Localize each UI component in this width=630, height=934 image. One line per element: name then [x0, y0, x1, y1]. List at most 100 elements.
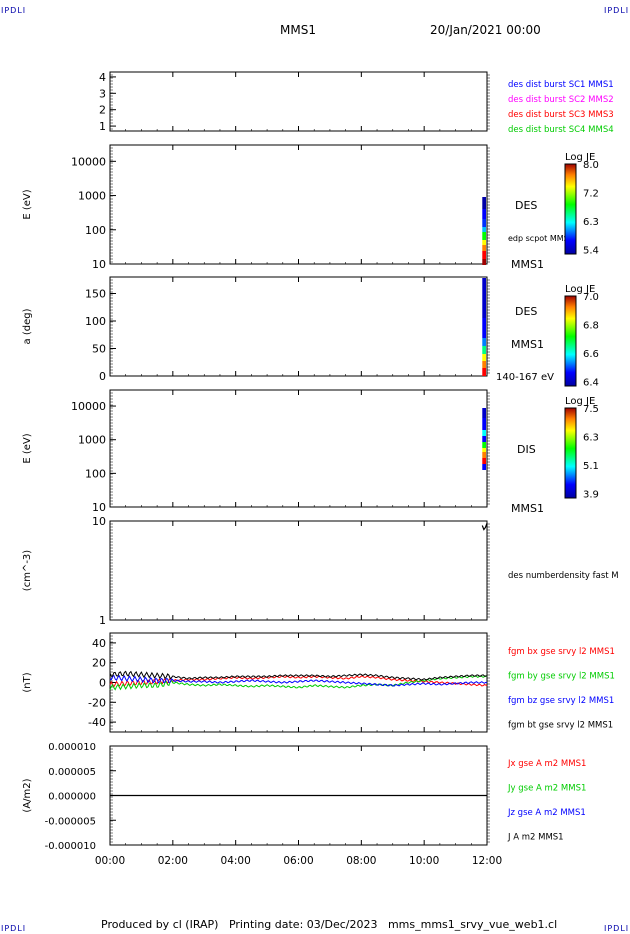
- y-tick-label: 1: [99, 614, 106, 627]
- current-legend-entry: Jz gse A m2 MMS1: [507, 808, 586, 818]
- burst-legend-entry: des dist burst SC2 MMS2: [508, 95, 614, 105]
- y-axis-label: a (deg): [22, 308, 33, 344]
- panel-frame-0: [109, 71, 488, 132]
- y-tick-label: 10: [92, 258, 106, 271]
- bfield-series-line: [109, 670, 488, 681]
- y-tick-label: 1: [99, 120, 106, 133]
- bfield-series-line: [109, 675, 488, 691]
- corner-mark-tr: IPDLI: [604, 6, 630, 15]
- colorbar-tick-label: 6.8: [583, 321, 599, 332]
- side-label: DES: [515, 199, 537, 212]
- dis-energy-strip: [482, 464, 486, 470]
- y-tick-label: -20: [88, 696, 106, 709]
- panel-frame-3: [109, 389, 488, 508]
- colorbar-tick-label: 6.6: [583, 349, 599, 360]
- x-tick-label: 06:00: [283, 855, 313, 867]
- des-pitch-strip: [482, 368, 486, 376]
- footer-text: Produced by cl (IRAP) Printing date: 03/…: [101, 918, 558, 931]
- colorbar-tick-label: 7.0: [583, 292, 599, 303]
- colorbar-tick-label: 6.4: [583, 378, 599, 389]
- y-axis-label: (A/m2): [22, 778, 33, 812]
- y-tick-label: -0.000005: [45, 816, 96, 827]
- y-tick-label: 1000: [78, 434, 106, 447]
- bfield-series-line: [109, 674, 488, 687]
- burst-legend-entry: des dist burst SC4 MMS4: [508, 125, 614, 135]
- dis-energy-strip: [482, 418, 486, 430]
- current-legend-entry: J A m2 MMS1: [507, 833, 564, 843]
- y-tick-label: 3: [99, 87, 106, 100]
- colorbar-title: Log JE: [565, 396, 595, 407]
- bfield-legend-entry: fgm bt gse srvy l2 MMS1: [508, 721, 613, 731]
- y-tick-label: 20: [92, 657, 106, 670]
- x-tick-label: 04:00: [221, 855, 251, 867]
- y-tick-label: 10000: [71, 155, 106, 168]
- bfield-series-line: [109, 675, 488, 688]
- current-legend-entry: Jx gse A m2 MMS1: [507, 759, 586, 769]
- y-tick-label: 100: [85, 467, 106, 480]
- des-pitch-strip: [482, 361, 486, 368]
- dis-energy-strip: [482, 436, 486, 442]
- x-tick-label: 00:00: [95, 855, 125, 867]
- colorbar-des-pitch: [564, 295, 577, 387]
- panel-frame-2: [109, 276, 488, 377]
- colorbar-title: Log JE: [565, 284, 595, 295]
- dis-energy-strip: [482, 430, 486, 436]
- side-label: DES: [515, 305, 537, 318]
- des-pitch-strip: [482, 346, 486, 354]
- corner-mark-bl: IPDLI: [1, 924, 27, 933]
- des-pitch-strip: [482, 354, 486, 361]
- bfield-legend-entry: fgm by gse srvy l2 MMS1: [508, 672, 615, 682]
- bfield-legend-entry: fgm bx gse srvy l2 MMS1: [508, 647, 615, 657]
- des-pitch-strip: [482, 278, 486, 318]
- x-tick-label: 12:00: [472, 855, 502, 867]
- des-energy-strip: [482, 227, 486, 232]
- y-axis-label: (nT): [22, 672, 33, 692]
- y-tick-label: 0: [99, 677, 106, 690]
- y-tick-label: 0.000010: [48, 742, 96, 753]
- spacecraft-title: MMS1: [280, 23, 316, 37]
- panel-frame-4: [109, 520, 488, 621]
- des-energy-strip: [482, 240, 486, 245]
- side-label: 140-167 eV: [496, 372, 554, 383]
- colorbar-dis-energy: [564, 407, 577, 499]
- y-tick-label: 0.000005: [48, 767, 96, 778]
- y-tick-label: 150: [85, 288, 106, 301]
- colorbar-tick-label: 6.3: [583, 433, 599, 444]
- colorbar-tick-label: 7.5: [583, 404, 599, 415]
- des-pitch-strip: [482, 318, 486, 338]
- burst-legend-entry: des dist burst SC1 MMS1: [508, 80, 614, 90]
- des-energy-strip: [482, 251, 486, 259]
- x-tick-label: 10:00: [409, 855, 439, 867]
- y-axis-label: E (eV): [22, 189, 33, 219]
- colorbar-tick-label: 5.4: [583, 246, 599, 257]
- colorbar-des-energy: [564, 163, 577, 255]
- density-legend-entry: des numberdensity fast M: [508, 571, 619, 581]
- y-tick-label: -0.000010: [45, 841, 96, 852]
- burst-legend-entry: des dist burst SC3 MMS3: [508, 110, 614, 120]
- y-axis-label: (cm^-3): [22, 550, 33, 591]
- y-tick-label: 0: [99, 370, 106, 383]
- y-tick-label: -40: [88, 716, 106, 729]
- y-tick-label: 0.000000: [48, 792, 96, 803]
- colorbar-tick-label: 6.3: [583, 217, 599, 228]
- des-energy-strip: [482, 259, 486, 265]
- y-tick-label: 10000: [71, 400, 106, 413]
- y-tick-label: 100: [85, 224, 106, 237]
- side-label: MMS1: [511, 338, 544, 351]
- y-tick-label: 1000: [78, 190, 106, 203]
- des-energy-strip: [482, 219, 486, 227]
- colorbar-tick-label: 8.0: [583, 160, 599, 171]
- panel-frame-1: [109, 144, 488, 265]
- side-label: MMS1: [511, 258, 544, 271]
- dis-energy-strip: [482, 408, 486, 418]
- side-label: DIS: [517, 443, 536, 456]
- y-tick-label: 100: [85, 315, 106, 328]
- y-tick-label: 2: [99, 104, 106, 117]
- des-energy-strip: [482, 245, 486, 251]
- des-pitch-strip: [482, 338, 486, 346]
- y-tick-label: 40: [92, 637, 106, 650]
- colorbar-tick-label: 7.2: [583, 189, 599, 200]
- dis-energy-strip: [482, 458, 486, 464]
- des-energy-strip: [482, 232, 486, 240]
